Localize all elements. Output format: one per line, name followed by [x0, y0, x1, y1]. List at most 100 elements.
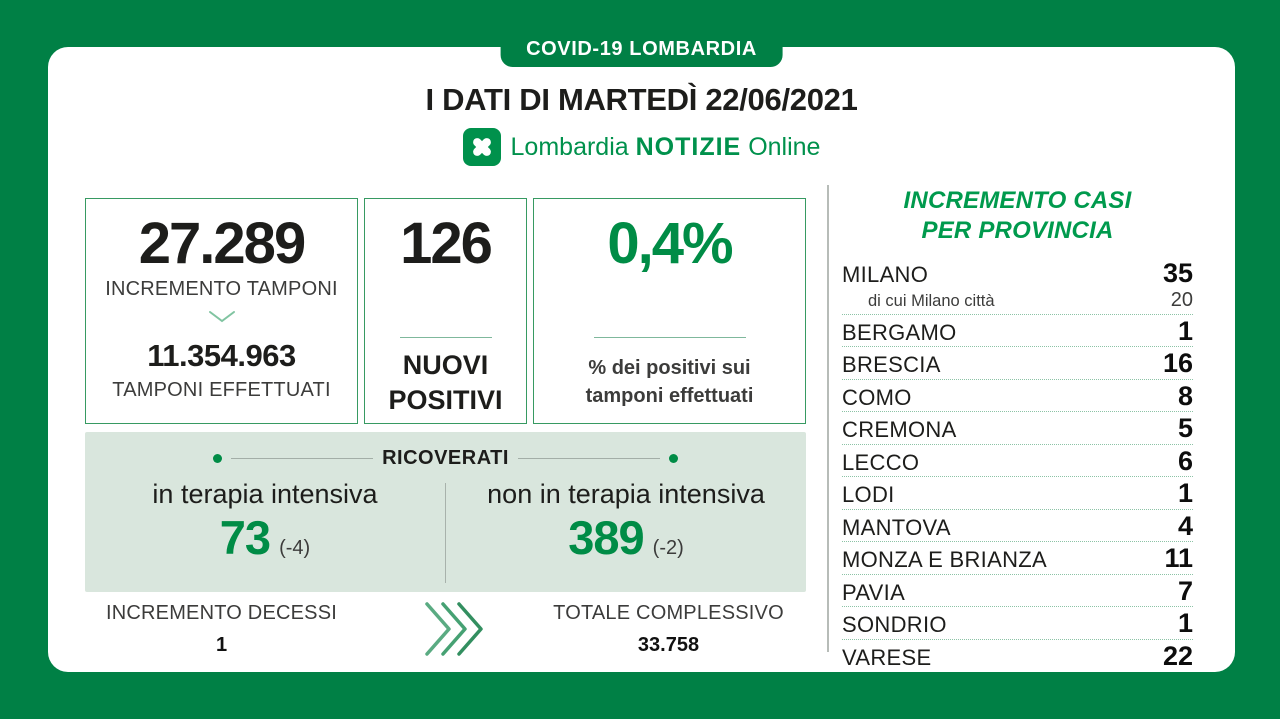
- province-row-block: MILANO 35 di cui Milano città 20: [842, 257, 1193, 315]
- province-name: PAVIA: [842, 579, 906, 605]
- rosa-camuna-icon: [462, 128, 501, 166]
- bullet-dot-icon: [669, 454, 679, 463]
- province-name: LECCO: [842, 449, 920, 475]
- province-row: SONDRIO 1: [842, 607, 1193, 639]
- nuovi-positivi-value: 126: [400, 211, 493, 276]
- province-value: 6: [1177, 445, 1193, 476]
- chevron-down-icon: [208, 310, 236, 329]
- province-row-block: LECCO 6: [842, 445, 1193, 477]
- province-row: BRESCIA 16: [842, 347, 1193, 379]
- province-value: 16: [1162, 348, 1193, 378]
- infographic-card: COVID-19 LOMBARDIA I DATI DI MARTEDÌ 22/…: [48, 30, 1235, 672]
- tamponi-effettuati-value: 11.354.963: [147, 338, 296, 373]
- incremento-decessi-value: 1: [215, 634, 228, 656]
- terapia-intensiva-block: in terapia intensiva 73 (-4): [85, 479, 445, 561]
- province-value: 1: [1177, 608, 1193, 638]
- non-terapia-intensiva-label: non in terapia intensiva: [487, 479, 765, 509]
- province-value: 4: [1177, 510, 1193, 541]
- percentuale-value: 0,4%: [607, 211, 733, 276]
- province-row-block: BERGAMO 1: [842, 315, 1193, 347]
- province-row: MONZA E BRIANZA 11: [842, 542, 1193, 574]
- province-name: MILANO: [842, 262, 929, 287]
- province-row: COMO 8: [842, 380, 1193, 412]
- page-title: I DATI DI MARTEDÌ 22/06/2021: [425, 82, 858, 117]
- province-row-block: COMO 8: [842, 380, 1193, 412]
- province-name: CREMONA: [842, 417, 957, 442]
- province-row-block: PAVIA 7: [842, 575, 1193, 607]
- incremento-tamponi-value: 27.289: [138, 211, 306, 276]
- stat-panels: 27.289 INCREMENTO TAMPONI 11.354.963 TAM…: [85, 198, 806, 424]
- tamponi-panel: 27.289 INCREMENTO TAMPONI 11.354.963 TAM…: [85, 198, 358, 424]
- percentuale-label-line2: tamponi effettuati: [585, 385, 754, 407]
- terapia-intensiva-value: 73: [219, 511, 271, 564]
- province-row-block: BRESCIA 16: [842, 347, 1193, 380]
- province-row-block: LODI 1: [842, 477, 1193, 510]
- province-value: 1: [1177, 478, 1193, 508]
- totale-complessivo-block: TOTALE COMPLESSIVO 33.758: [532, 602, 805, 657]
- province-value: 11: [1164, 543, 1193, 573]
- percentuale-label: % dei positivi sui tamponi effettuati: [586, 354, 754, 410]
- province-subrow: di cui Milano città 20: [842, 289, 1193, 314]
- province-sub-value: 20: [1170, 288, 1193, 311]
- province-name: COMO: [842, 384, 912, 410]
- bullet-dot-icon: [213, 454, 222, 463]
- province-value: 1: [1177, 315, 1193, 346]
- sidebar-divider: [827, 185, 829, 652]
- province-value: 22: [1162, 640, 1193, 671]
- terapia-intensiva-label: in terapia intensiva: [152, 479, 378, 509]
- logo-brand: Lombardia: [510, 132, 629, 161]
- province-title-line2: PER PROVINCIA: [921, 217, 1114, 244]
- ricoverati-header: RICOVERATI: [213, 432, 679, 470]
- triple-chevron-right-icon: [423, 600, 495, 665]
- province-row-block: VARESE 22: [842, 640, 1193, 672]
- logo-online: Online: [748, 132, 821, 161]
- non-terapia-intensiva-value: 389: [568, 511, 644, 564]
- covid-lombardia-badge: COVID-19 LOMBARDIA: [500, 30, 783, 67]
- province-row-block: SONDRIO 1: [842, 607, 1193, 640]
- incremento-tamponi-label: INCREMENTO TAMPONI: [105, 278, 338, 300]
- province-sub-name: di cui Milano città: [868, 291, 995, 310]
- province-name: BRESCIA: [842, 352, 941, 377]
- totale-complessivo-value: 33.758: [637, 634, 700, 656]
- province-sidebar: INCREMENTO CASI PER PROVINCIA MILANO 35 …: [842, 186, 1193, 671]
- province-name: BERGAMO: [842, 319, 957, 345]
- province-row: LODI 1: [842, 477, 1193, 509]
- percentuale-label-line1: % dei positivi sui: [588, 357, 751, 379]
- totals-row: INCREMENTO DECESSI 1 TOTALE COMPLESSIVO …: [85, 600, 806, 662]
- lombardia-notizie-logo: Lombardia NOTIZIE Online: [48, 128, 1235, 166]
- nuovi-positivi-label: NUOVI POSITIVI: [388, 350, 503, 416]
- header-rule: [231, 458, 374, 459]
- non-terapia-intensiva-delta: (-2): [652, 537, 684, 559]
- non-terapia-intensiva-valuerow: 389 (-2): [446, 514, 806, 561]
- province-value: 8: [1177, 380, 1193, 411]
- ricoverati-section: RICOVERATI in terapia intensiva 73 (-4) …: [85, 432, 806, 592]
- vertical-divider: [445, 483, 446, 583]
- province-value: 35: [1162, 258, 1193, 288]
- terapia-intensiva-valuerow: 73 (-4): [85, 514, 445, 561]
- province-row: MILANO 35: [842, 257, 1193, 289]
- province-row: BERGAMO 1: [842, 315, 1193, 347]
- header-rule: [517, 458, 661, 459]
- province-value: 7: [1177, 575, 1193, 606]
- province-row: MANTOVA 4: [842, 510, 1193, 542]
- main-stats-area: 27.289 INCREMENTO TAMPONI 11.354.963 TAM…: [85, 198, 806, 662]
- province-title-line1: INCREMENTO CASI: [903, 187, 1132, 214]
- non-terapia-intensiva-block: non in terapia intensiva 389 (-2): [446, 479, 806, 561]
- badge-label: COVID-19 LOMBARDIA: [526, 38, 757, 60]
- tamponi-effettuati-label: TAMPONI EFFETTUATI: [112, 379, 331, 401]
- logo-wordmark: Lombardia NOTIZIE Online: [511, 133, 821, 162]
- percentuale-panel: 0,4% % dei positivi sui tamponi effettua…: [533, 198, 806, 424]
- province-row: LECCO 6: [842, 445, 1193, 477]
- incremento-decessi-block: INCREMENTO DECESSI 1: [85, 602, 358, 657]
- province-name: VARESE: [842, 644, 932, 670]
- panel-divider: [399, 337, 492, 338]
- logo-notizie: NOTIZIE: [635, 132, 742, 161]
- panel-divider: [593, 337, 746, 338]
- province-row-block: MONZA E BRIANZA 11: [842, 542, 1193, 575]
- province-rows: MILANO 35 di cui Milano città 20 BERGAMO…: [842, 257, 1193, 671]
- province-row: VARESE 22: [842, 640, 1193, 672]
- province-row: CREMONA 5: [842, 412, 1193, 444]
- province-row-block: MANTOVA 4: [842, 510, 1193, 542]
- ricoverati-columns: in terapia intensiva 73 (-4) non in tera…: [85, 479, 806, 583]
- province-name: LODI: [842, 482, 895, 507]
